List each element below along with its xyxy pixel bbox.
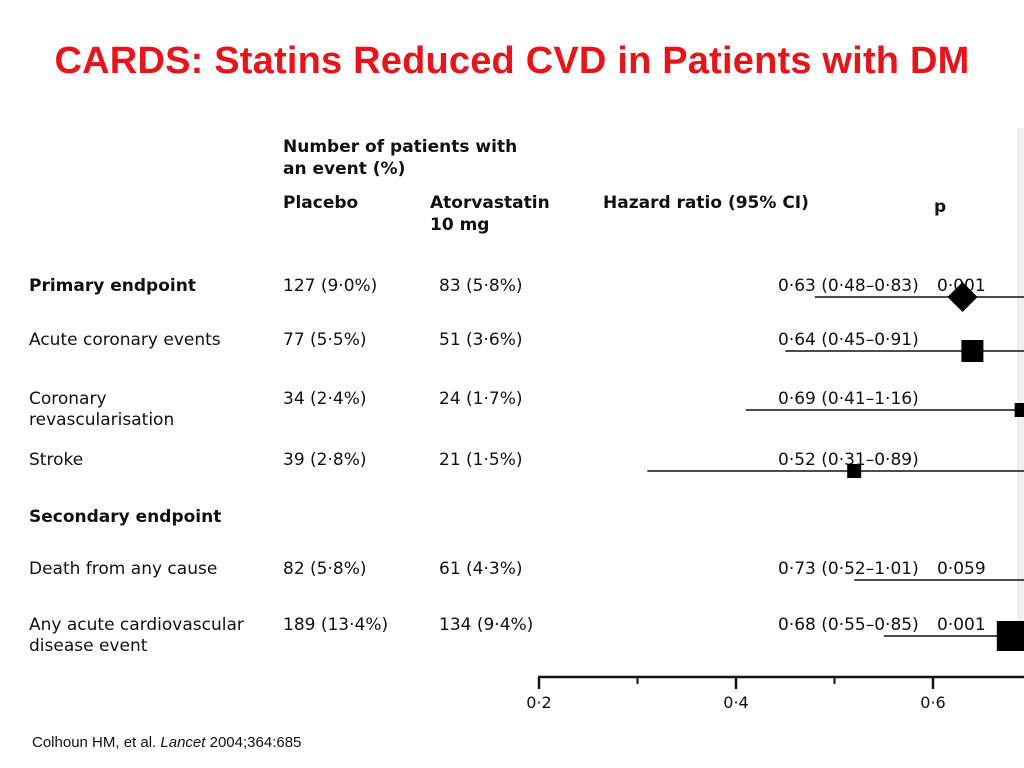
row-placebo-value: 77 (5·5%): [283, 330, 367, 350]
row-p-value: 0·001: [937, 615, 986, 635]
row-atorvastatin-value: 83 (5·8%): [439, 276, 523, 296]
header-atorvastatin-line-1: Atorvastatin: [430, 193, 550, 213]
citation: Colhoun HM, et al. Lancet 2004;364:685: [32, 734, 301, 751]
row-label: Stroke: [29, 450, 83, 470]
row-hazard-ratio-text: 0·64 (0·45–0·91): [778, 330, 919, 350]
row-placebo-value: 82 (5·8%): [283, 559, 367, 579]
row-placebo-value: 39 (2·8%): [283, 450, 367, 470]
right-edge-strip: [1017, 128, 1024, 648]
point-estimate-square: [961, 340, 984, 362]
row-atorvastatin-value: 21 (1·5%): [439, 450, 523, 470]
citation-journal: Lancet: [160, 734, 206, 751]
x-tick-label: 0·2: [526, 693, 551, 712]
row-label: Acute coronary events: [29, 330, 221, 350]
x-tick-label: 0·6: [920, 693, 945, 712]
row-p-value: 0·059: [937, 559, 986, 579]
row-label: revascularisation: [29, 410, 174, 430]
row-atorvastatin-value: 51 (3·6%): [439, 330, 523, 350]
slide-title: CARDS: Statins Reduced CVD in Patients w…: [54, 40, 970, 82]
x-tick-label: 0·4: [723, 693, 748, 712]
row-label: Death from any cause: [29, 559, 217, 579]
row-hazard-ratio-text: 0·69 (0·41–1·16): [778, 389, 919, 409]
row-hazard-ratio-text: 0·63 (0·48–0·83): [778, 276, 919, 296]
header-group-line-1: Number of patients with: [283, 137, 517, 157]
row-hazard-ratio-text: 0·73 (0·52–1·01): [778, 559, 919, 579]
forest-rows: Primary endpoint 127 (9·0%) 83 (5·8%) 0·63 …: [29, 276, 1024, 656]
citation-authors: Colhoun HM, et al.: [32, 734, 157, 751]
citation-ref: 2004;364:685: [209, 734, 302, 751]
row-placebo-value: 127 (9·0%): [283, 276, 377, 296]
row-label: disease event: [29, 636, 148, 656]
row-atorvastatin-value: 61 (4·3%): [439, 559, 523, 579]
point-estimate-square: [847, 464, 862, 478]
header-atorvastatin-line-2: 10 mg: [430, 215, 489, 235]
header-p: p: [934, 197, 946, 217]
row-label: Secondary endpoint: [29, 507, 221, 527]
point-estimate-diamond: [947, 282, 978, 312]
point-estimate-square: [1014, 403, 1024, 417]
header-hazard-ratio: Hazard ratio (95% CI): [603, 193, 809, 213]
x-axis: 0·20·40·60·81·01·2: [526, 675, 1024, 712]
row-label: Primary endpoint: [29, 276, 196, 296]
row-placebo-value: 34 (2·4%): [283, 389, 367, 409]
row-atorvastatin-value: 134 (9·4%): [439, 615, 533, 635]
row-label: Any acute cardiovascular: [29, 615, 244, 635]
row-hazard-ratio-text: 0·68 (0·55–0·85): [778, 615, 919, 635]
header-group-line-2: an event (%): [283, 159, 405, 179]
row-label: Coronary: [29, 389, 107, 409]
row-placebo-value: 189 (13·4%): [283, 615, 388, 635]
row-atorvastatin-value: 24 (1·7%): [439, 389, 523, 409]
row-hazard-ratio-text: 0·52 (0·31–0·89): [778, 450, 919, 470]
point-estimate-square: [996, 621, 1024, 651]
header-placebo: Placebo: [283, 193, 358, 213]
